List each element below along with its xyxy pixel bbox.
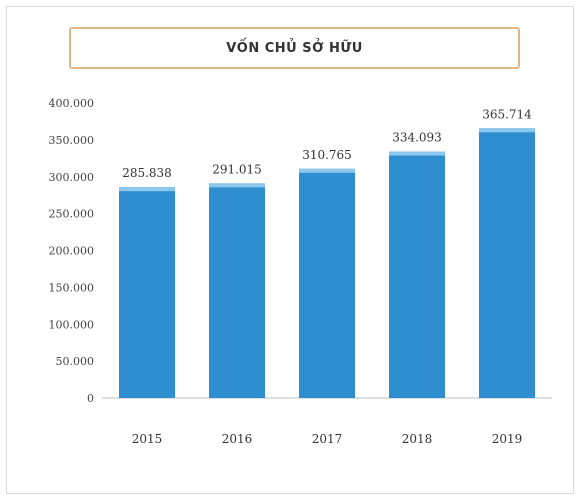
data-label: 291.015 <box>212 162 262 176</box>
data-label: 285.838 <box>122 166 172 180</box>
y-tick-label: 100.000 <box>49 318 95 331</box>
data-labels: 285.838 291.015 310.765 334.093 365.714 <box>122 107 532 180</box>
bar-top-highlight <box>299 168 355 173</box>
y-tick-label: 50.000 <box>56 355 95 368</box>
x-tick-label: 2016 <box>222 432 253 446</box>
x-tick-label: 2015 <box>132 432 163 446</box>
bar-top-highlight <box>389 151 445 156</box>
y-tick-label: 300.000 <box>49 171 95 184</box>
bar-2016 <box>209 183 265 398</box>
bar-top-highlight <box>119 187 175 192</box>
y-tick-label: 250.000 <box>49 208 95 221</box>
y-axis-ticks: 0 50.000 100.000 150.000 200.000 250.000 300.0… <box>49 97 95 405</box>
data-label: 365.714 <box>482 107 532 121</box>
x-tick-label: 2017 <box>312 432 343 446</box>
data-label: 310.765 <box>302 148 352 162</box>
bar <box>119 187 175 398</box>
y-tick-label: 150.000 <box>49 281 95 294</box>
bar <box>209 183 265 398</box>
bar <box>299 168 355 398</box>
x-tick-label: 2019 <box>492 432 523 446</box>
data-label: 334.093 <box>392 131 442 145</box>
x-tick-label: 2018 <box>402 432 433 446</box>
bar <box>389 151 445 398</box>
chart-title: VỐN CHỦ SỞ HỮU <box>226 40 363 56</box>
bar-top-highlight <box>479 128 535 133</box>
y-tick-label: 350.000 <box>49 134 95 147</box>
bar-2019 <box>479 128 535 398</box>
y-tick-label: 200.000 <box>49 245 95 258</box>
bar <box>479 128 535 398</box>
bars <box>119 128 535 398</box>
x-axis-labels: 2015 2016 2017 2018 2019 <box>132 432 523 446</box>
bar-2015 <box>119 187 175 398</box>
bar-top-highlight <box>209 183 265 188</box>
bar-2018 <box>389 151 445 398</box>
bar-2017 <box>299 168 355 398</box>
chart-title-box: VỐN CHỦ SỞ HỮU <box>69 27 520 69</box>
y-tick-label: 0 <box>87 392 94 405</box>
y-tick-label: 400.000 <box>49 97 95 110</box>
